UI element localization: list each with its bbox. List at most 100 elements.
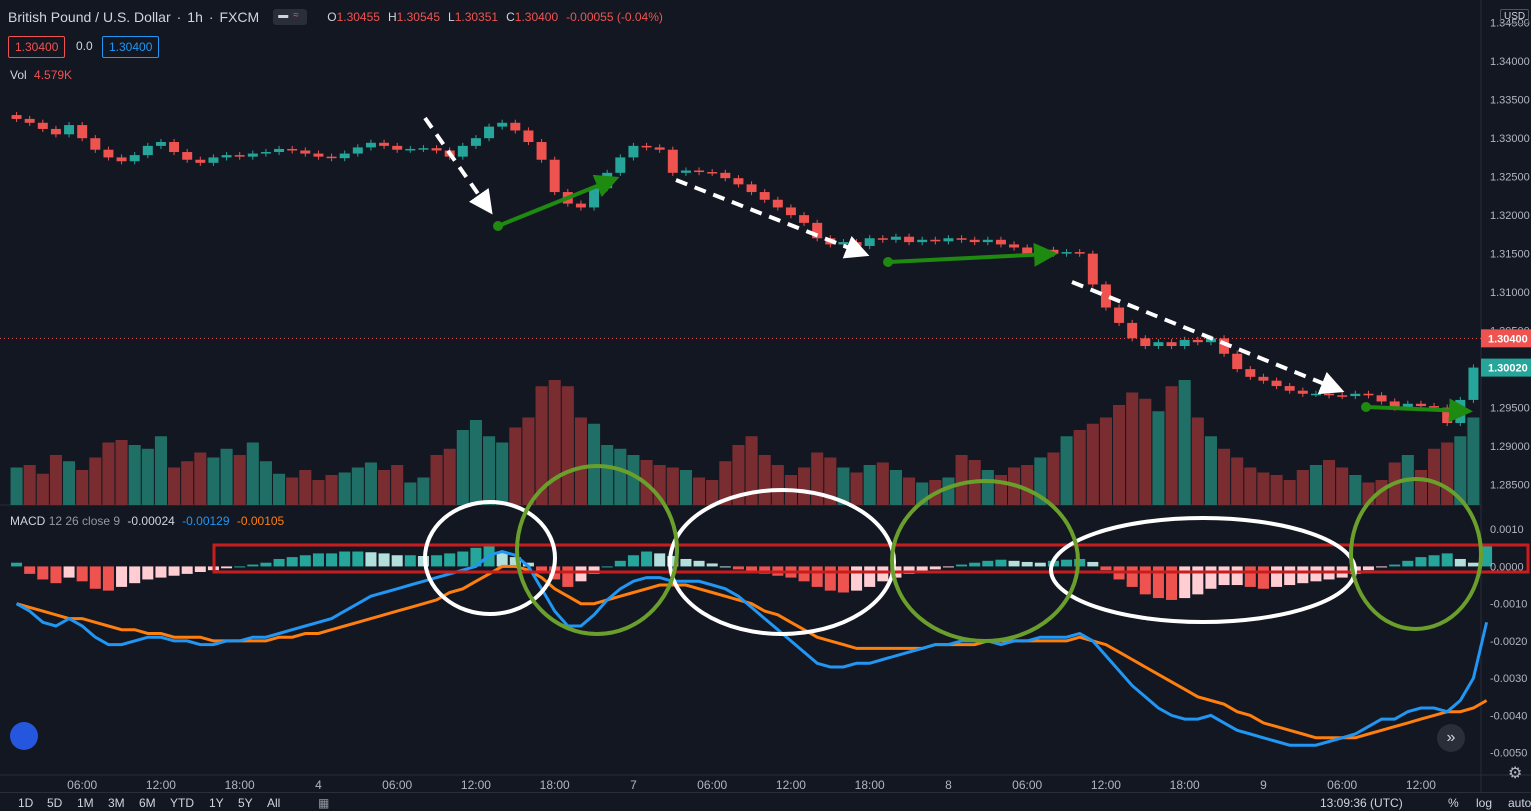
volume-bar <box>732 445 745 505</box>
volume-bar <box>693 477 706 505</box>
macd-hist-bar <box>273 558 285 567</box>
macd-hist-bar <box>942 566 954 568</box>
macd-hist-bar <box>956 564 968 567</box>
time-tick-label: 18:00 <box>540 778 570 792</box>
volume-bar <box>876 462 889 505</box>
candle-body <box>575 203 586 208</box>
macd-hist-bar <box>798 566 810 582</box>
candle-body <box>1087 253 1098 285</box>
currency-label[interactable]: USD <box>1500 9 1530 24</box>
macd-hist-bar <box>562 566 574 587</box>
volume-bar <box>706 480 719 505</box>
time-tick-label: 12:00 <box>146 778 176 792</box>
timeframe-5y[interactable]: 5Y <box>238 796 253 810</box>
candle-body <box>300 150 311 154</box>
change-value: -0.00055 (-0.04%) <box>566 10 663 24</box>
sell-button[interactable]: 1.30400 <box>8 36 66 58</box>
calendar-icon[interactable]: ▦ <box>318 796 330 810</box>
candle-body <box>995 239 1006 245</box>
macd-hist-bar <box>1087 561 1099 567</box>
timeframe-ytd[interactable]: YTD <box>170 796 194 810</box>
interval-label[interactable]: 1h <box>187 9 203 25</box>
volume-bar <box>63 461 76 505</box>
volume-bar <box>286 477 299 505</box>
price-candles <box>11 112 1479 427</box>
annotation-arrow-origin <box>493 221 503 231</box>
macd-hist-bar <box>181 566 193 574</box>
volume-bar <box>1073 430 1086 505</box>
timeframe-6m[interactable]: 6M <box>139 796 156 810</box>
macd-hist-bar <box>1205 566 1217 589</box>
candle-body <box>470 138 481 146</box>
macd-hist-bar <box>299 555 311 567</box>
volume-bar <box>824 457 837 505</box>
macd-hist-bar <box>326 553 338 567</box>
volume-bar <box>207 457 220 505</box>
timeframe-1m[interactable]: 1M <box>77 796 94 810</box>
candle-body <box>1245 369 1256 377</box>
macd-line <box>15 549 1489 747</box>
volume-bars <box>10 380 1480 505</box>
macd-hist-bar <box>903 566 915 574</box>
clock[interactable]: 13:09:36 (UTC) <box>1320 796 1403 810</box>
timeframe-5d[interactable]: 5D <box>47 796 63 810</box>
macd-hist-bar <box>431 555 443 567</box>
candle-body <box>1415 403 1426 407</box>
macd-hist-bar <box>286 557 298 567</box>
annotation-dashed-arrow <box>423 116 493 215</box>
volume-bar <box>115 440 128 505</box>
time-tick-label: 12:00 <box>1406 778 1436 792</box>
scroll-to-realtime-icon[interactable]: » <box>1437 724 1465 752</box>
log-toggle[interactable]: log <box>1476 796 1493 810</box>
symbol-name[interactable]: British Pound / U.S. Dollar <box>8 9 171 25</box>
annotation-green-arrow <box>887 242 1058 267</box>
candle-body <box>1179 339 1190 347</box>
volume-bar <box>1231 457 1244 505</box>
volume-bar <box>443 448 456 505</box>
volume-bar <box>561 386 574 505</box>
visibility-toggle[interactable]: ▬ ≈ <box>273 9 308 25</box>
candle-body <box>64 125 75 135</box>
macd-tick-label: 0.0000 <box>1490 561 1524 573</box>
macd-hist-bar <box>1034 562 1046 567</box>
price-tick-label: 1.33500 <box>1490 95 1530 107</box>
timeframe-all[interactable]: All <box>267 796 281 810</box>
macd-hist-bar <box>680 558 692 567</box>
price-tick-label: 1.34000 <box>1490 56 1530 68</box>
tradingview-logo-icon[interactable] <box>10 722 38 750</box>
price-tick-label: 1.29000 <box>1490 441 1530 453</box>
volume-bar <box>955 455 968 505</box>
timeframe-1y[interactable]: 1Y <box>209 796 224 810</box>
candle-body <box>917 239 928 243</box>
candle-body <box>1376 395 1387 402</box>
macd-hist-bar <box>706 563 718 567</box>
candle-body <box>326 156 337 159</box>
macd-hist-bar <box>877 566 889 582</box>
macd-axis-ticks: 0.0010 0.0000 -0.0010 -0.0020 -0.0030 -0.0040… <box>1490 524 1527 759</box>
volume-bar <box>10 467 23 505</box>
volume-bar <box>1126 392 1139 505</box>
macd-hist-bar <box>759 566 771 574</box>
volume-bar <box>49 455 62 505</box>
macd-hist-bar <box>11 562 23 567</box>
candle-body <box>838 242 849 245</box>
candle-body <box>457 145 468 157</box>
volume-bar <box>154 436 167 505</box>
percent-toggle[interactable]: % <box>1448 796 1459 810</box>
macd-hist-bar <box>378 553 390 567</box>
volume-bar <box>758 455 771 505</box>
timeframe-1d[interactable]: 1D <box>18 796 34 810</box>
macd-hist-bar <box>457 551 469 567</box>
macd-hist-bar <box>496 551 508 567</box>
auto-toggle[interactable]: auto <box>1508 796 1531 810</box>
buy-button[interactable]: 1.30400 <box>102 36 160 58</box>
time-tick-label: 12:00 <box>1091 778 1121 792</box>
volume-bar <box>1428 448 1441 505</box>
candle-body <box>1192 339 1203 343</box>
candle-body <box>1468 367 1479 400</box>
macd-hist-bar <box>627 555 639 567</box>
timeframe-3m[interactable]: 3M <box>108 796 125 810</box>
settings-gear-icon[interactable]: ⚙ <box>1508 763 1522 782</box>
last-price-badge <box>1481 329 1531 348</box>
